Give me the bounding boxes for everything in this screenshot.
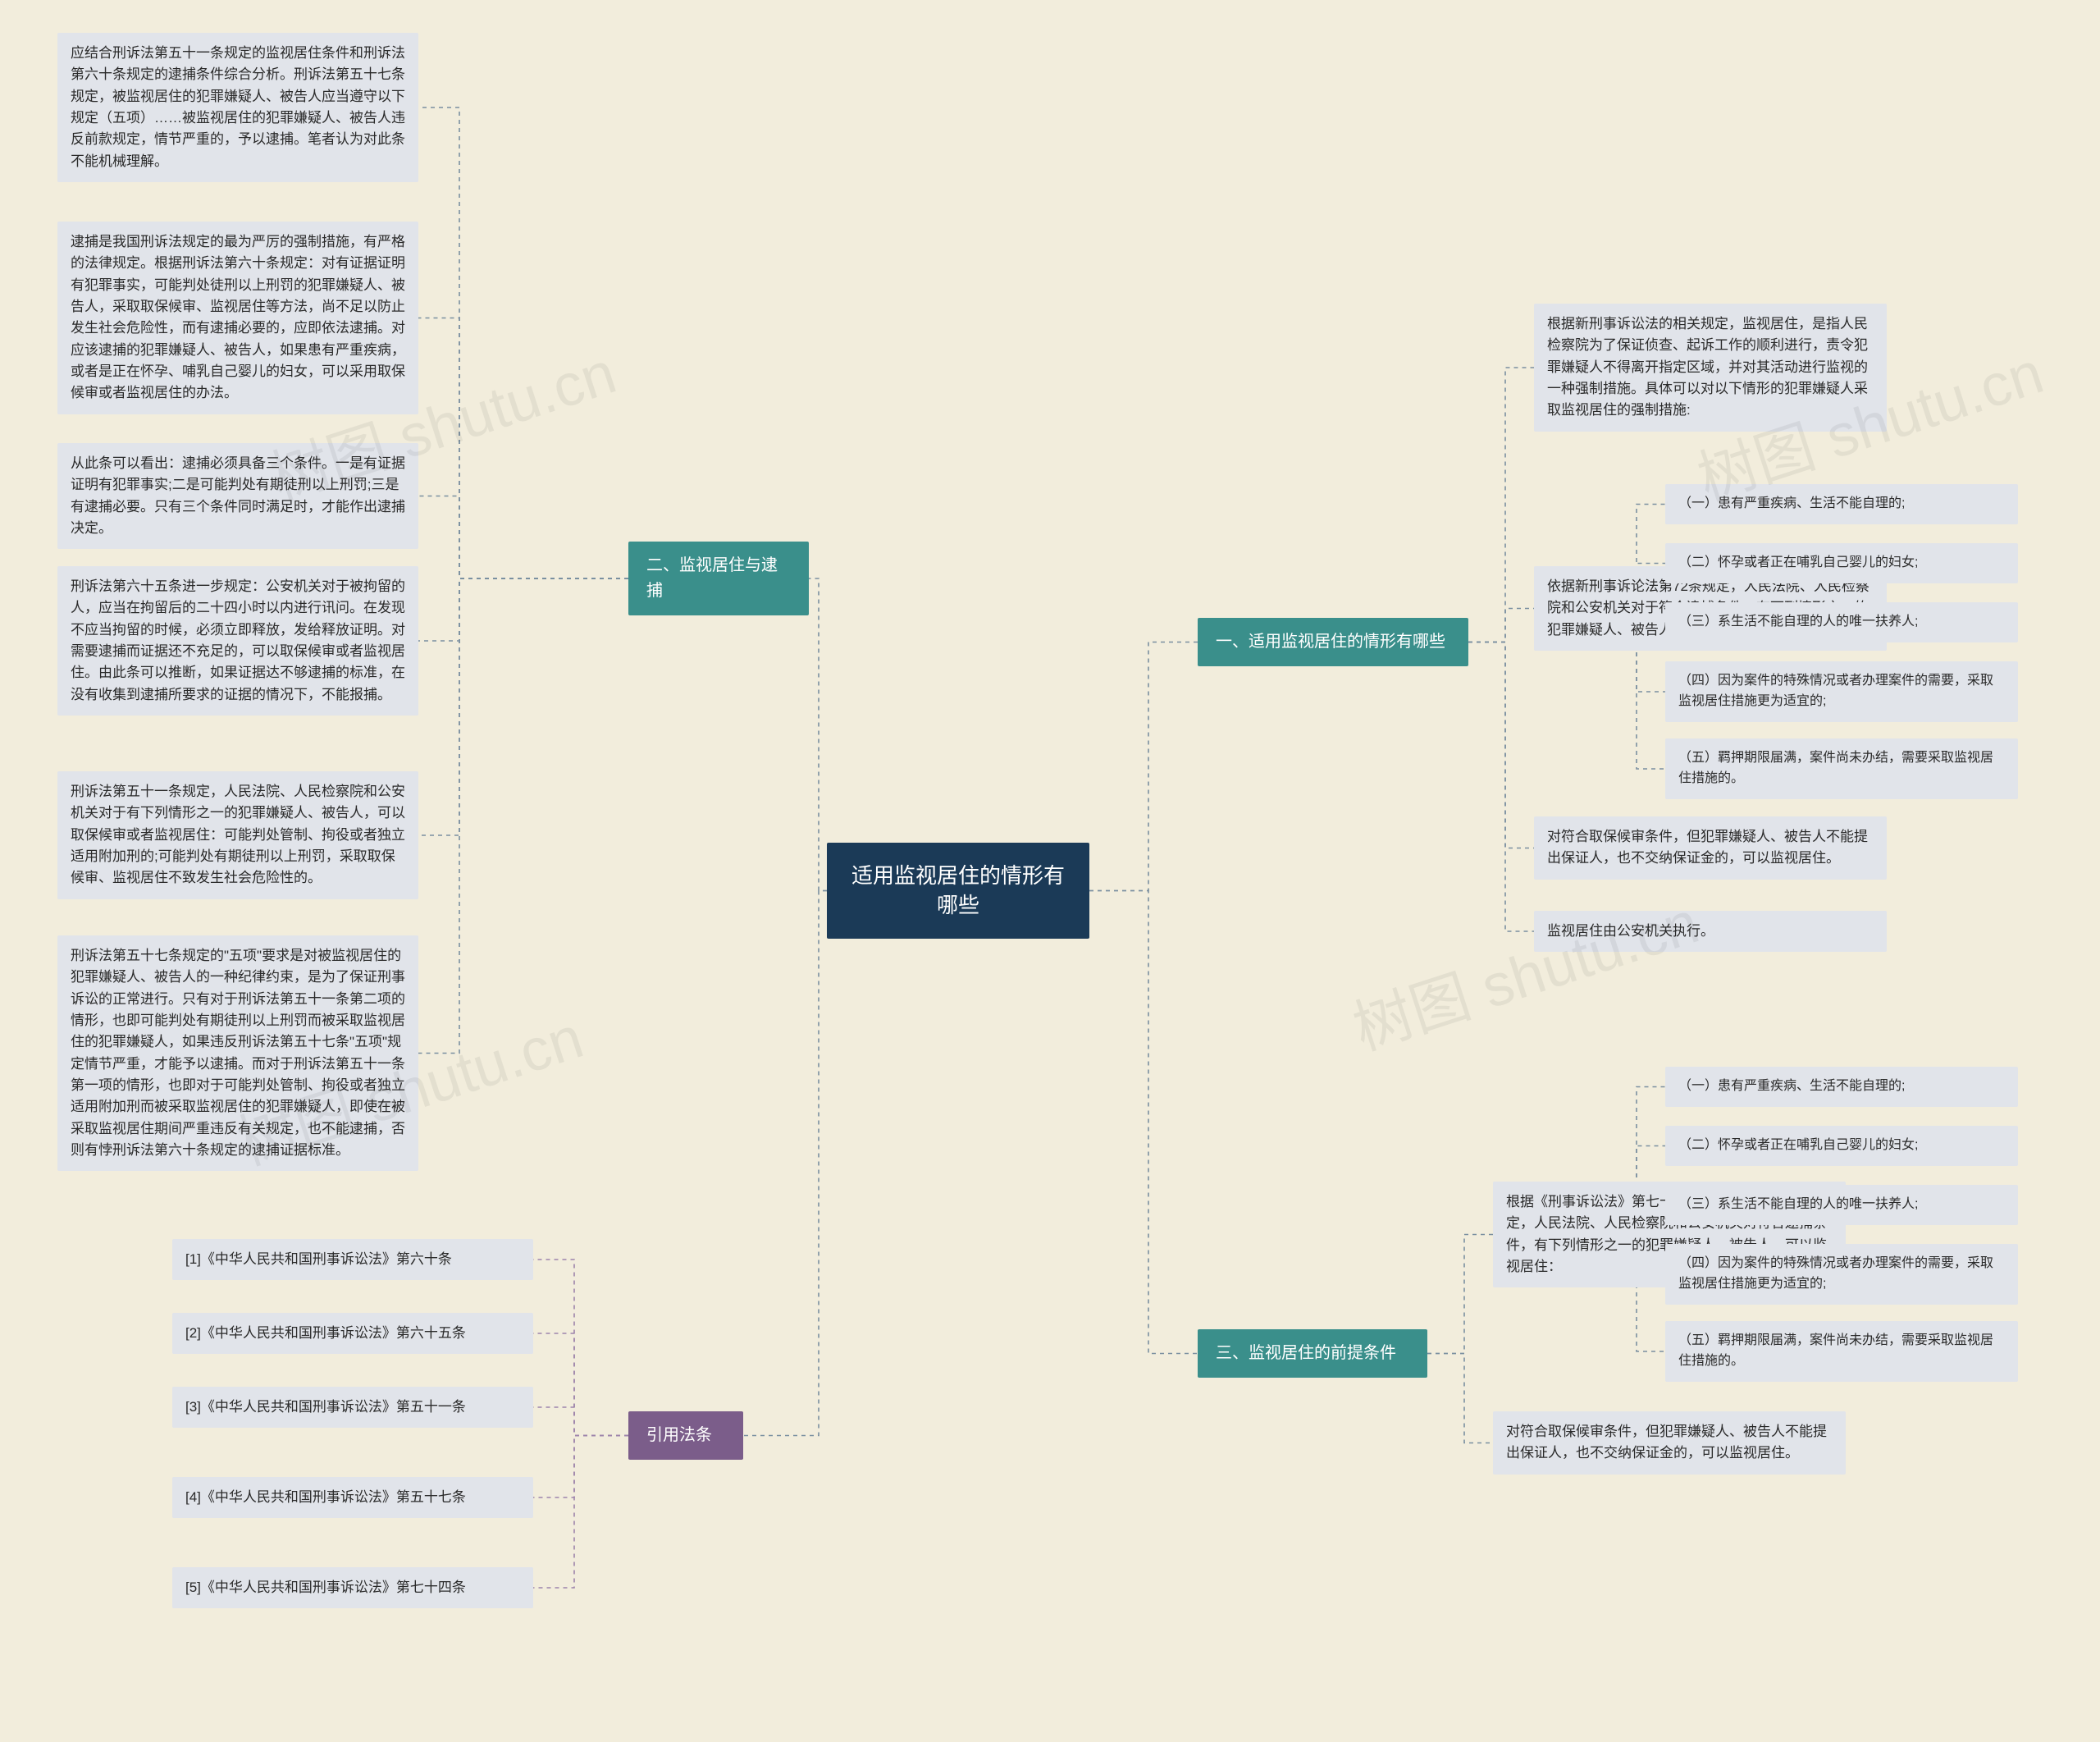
branch1-tail-2: 监视居住由公安机关执行。 [1534,911,1887,952]
branch1-item-2: （二）怀孕或者正在哺乳自己婴儿的妇女; [1665,543,2018,583]
root-node: 适用监视居住的情形有哪些 [827,843,1089,939]
branch4-ref-1: [1]《中华人民共和国刑事诉讼法》第六十条 [172,1239,533,1280]
branch2-para-1: 应结合刑诉法第五十一条规定的监视居住条件和刑诉法第六十条规定的逮捕条件综合分析。… [57,33,418,182]
branch2-para-5: 刑诉法第五十一条规定，人民法院、人民检察院和公安机关对于有下列情形之一的犯罪嫌疑… [57,771,418,899]
branch-4: 引用法条 [628,1411,743,1460]
branch1-intro: 根据新刑事诉讼法的相关规定，监视居住，是指人民检察院为了保证侦查、起诉工作的顺利… [1534,304,1887,432]
branch3-tail: 对符合取保候审条件，但犯罪嫌疑人、被告人不能提出保证人，也不交纳保证金的，可以监… [1493,1411,1846,1475]
mindmap-canvas: 适用监视居住的情形有哪些 一、适用监视居住的情形有哪些 根据新刑事诉讼法的相关规… [0,0,2100,1742]
branch-2: 二、监视居住与逮捕 [628,542,809,615]
branch4-ref-5: [5]《中华人民共和国刑事诉讼法》第七十四条 [172,1567,533,1608]
branch3-item-2: （二）怀孕或者正在哺乳自己婴儿的妇女; [1665,1126,2018,1166]
branch1-item-3: （三）系生活不能自理的人的唯一扶养人; [1665,602,2018,642]
branch3-item-1: （一）患有严重疾病、生活不能自理的; [1665,1067,2018,1107]
branch4-ref-4: [4]《中华人民共和国刑事诉讼法》第五十七条 [172,1477,533,1518]
branch-1: 一、适用监视居住的情形有哪些 [1198,618,1468,666]
branch2-para-2: 逮捕是我国刑诉法规定的最为严厉的强制措施，有严格的法律规定。根据刑诉法第六十条规… [57,222,418,414]
branch3-item-4: （四）因为案件的特殊情况或者办理案件的需要，采取监视居住措施更为适宜的; [1665,1244,2018,1305]
branch3-item-3: （三）系生活不能自理的人的唯一扶养人; [1665,1185,2018,1225]
branch1-tail-1: 对符合取保候审条件，但犯罪嫌疑人、被告人不能提出保证人，也不交纳保证金的，可以监… [1534,816,1887,880]
branch4-ref-2: [2]《中华人民共和国刑事诉讼法》第六十五条 [172,1313,533,1354]
branch2-para-3: 从此条可以看出：逮捕必须具备三个条件。一是有证据证明有犯罪事实;二是可能判处有期… [57,443,418,549]
branch-3: 三、监视居住的前提条件 [1198,1329,1427,1378]
branch2-para-4: 刑诉法第六十五条进一步规定：公安机关对于被拘留的人，应当在拘留后的二十四小时以内… [57,566,418,716]
branch1-item-4: （四）因为案件的特殊情况或者办理案件的需要，采取监视居住措施更为适宜的; [1665,661,2018,722]
branch1-item-5: （五）羁押期限届满，案件尚未办结，需要采取监视居住措施的。 [1665,738,2018,799]
branch3-item-5: （五）羁押期限届满，案件尚未办结，需要采取监视居住措施的。 [1665,1321,2018,1382]
branch2-para-6: 刑诉法第五十七条规定的"五项"要求是对被监视居住的犯罪嫌疑人、被告人的一种纪律约… [57,935,418,1171]
branch1-item-1: （一）患有严重疾病、生活不能自理的; [1665,484,2018,524]
branch4-ref-3: [3]《中华人民共和国刑事诉讼法》第五十一条 [172,1387,533,1428]
